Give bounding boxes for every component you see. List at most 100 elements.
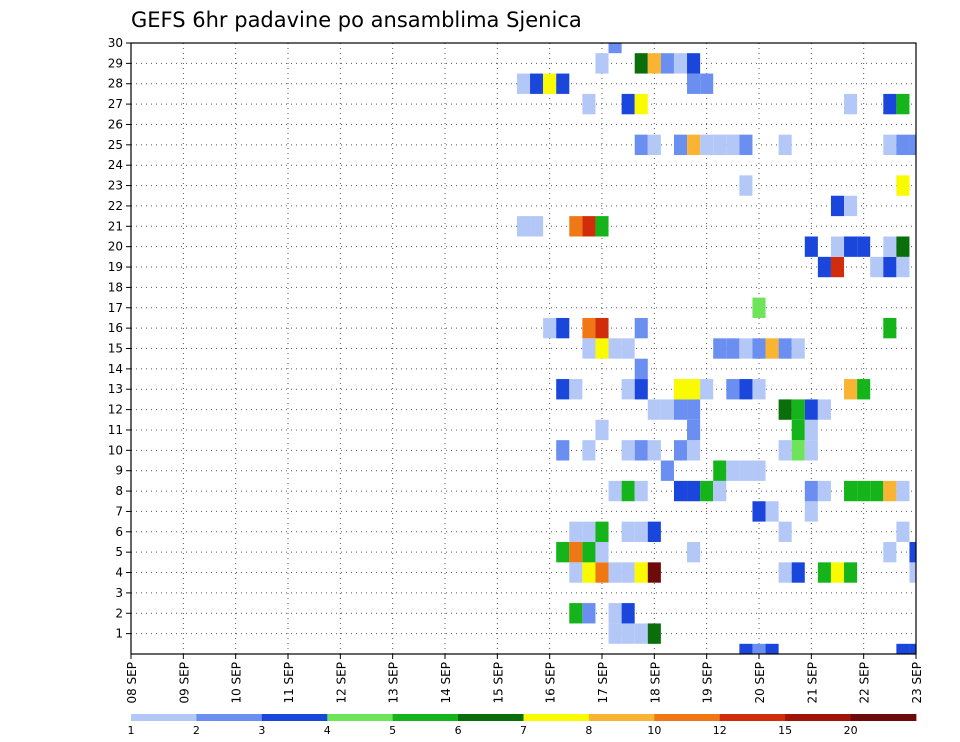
- heatmap-cell: [530, 73, 544, 94]
- heatmap-cell: [752, 643, 766, 654]
- heatmap-cell: [726, 134, 740, 156]
- heatmap-cell: [791, 338, 805, 359]
- heatmap-cell: [909, 643, 916, 654]
- heatmap-cell: [569, 216, 583, 237]
- y-tick-label: 3: [115, 586, 123, 600]
- x-tick-label: 12 SEP: [334, 662, 348, 704]
- x-tick-label: 23 SEP: [910, 662, 924, 704]
- colorbar-swatch: [392, 714, 459, 721]
- heatmap-cell: [791, 440, 805, 461]
- heatmap-cell: [857, 379, 871, 400]
- colorbar-swatch: [785, 714, 851, 721]
- y-tick-label: 24: [108, 158, 123, 172]
- heatmap-cell: [844, 379, 858, 400]
- heatmap-cell: [556, 541, 570, 563]
- heatmap-cell: [687, 399, 701, 420]
- heatmap-cell: [726, 338, 740, 359]
- colorbar-label: 7: [520, 724, 527, 737]
- heatmap-cell: [909, 134, 916, 156]
- y-tick-label: 20: [108, 240, 123, 254]
- heatmap-cell: [817, 562, 831, 583]
- heatmap-cell: [844, 236, 858, 257]
- heatmap-cell: [621, 562, 635, 583]
- heatmap-cell: [621, 603, 635, 624]
- heatmap-cell: [896, 175, 910, 196]
- heatmap-cell: [687, 134, 701, 156]
- heatmap-cell: [582, 541, 596, 563]
- heatmap-cell: [634, 358, 648, 380]
- heatmap-cell: [556, 317, 570, 339]
- heatmap-cell: [660, 53, 674, 74]
- heatmap-cell: [673, 379, 688, 400]
- heatmap-cell: [752, 379, 766, 400]
- heatmap-cell: [883, 93, 897, 115]
- heatmap-cell: [516, 73, 531, 94]
- heatmap-cell: [844, 93, 858, 115]
- colorbar-swatch: [458, 714, 524, 721]
- y-tick-label: 22: [108, 199, 123, 213]
- colorbar: 1 2 3 4 5 6 7 8 10 12 15 20: [128, 714, 917, 737]
- y-tick-label: 13: [108, 382, 123, 396]
- y-tick-label: 23: [108, 179, 123, 193]
- x-tick-label: 13 SEP: [387, 662, 401, 704]
- grid-lines: [131, 43, 916, 654]
- heatmap-cell: [857, 236, 871, 257]
- heatmap-cell: [569, 541, 583, 563]
- colorbar-swatch: [196, 714, 263, 721]
- heatmap-cell: [830, 562, 845, 583]
- heatmap-cell: [634, 379, 648, 400]
- heatmap-cell: [700, 379, 714, 400]
- colorbar-label: 2: [193, 724, 200, 737]
- y-tick-label: 28: [108, 77, 123, 91]
- y-tick-label: 8: [115, 484, 123, 498]
- heatmap-cell: [857, 480, 871, 502]
- colorbar-label: 5: [389, 724, 396, 737]
- heatmap-cell: [595, 419, 609, 441]
- heatmap-cell: [634, 134, 648, 156]
- y-tick-label: 10: [108, 443, 123, 457]
- x-tick-label: 11 SEP: [282, 662, 296, 704]
- heatmap-cell: [700, 134, 714, 156]
- colorbar-swatch: [131, 714, 197, 721]
- heatmap-cell: [595, 53, 609, 74]
- heatmap-cell: [752, 338, 766, 359]
- heatmap-cell: [817, 256, 831, 278]
- heatmap-cell: [660, 460, 674, 481]
- x-tick-label: 15 SEP: [491, 662, 505, 704]
- heatmap-cell: [791, 419, 805, 441]
- heatmap-cell: [726, 379, 740, 400]
- colorbar-label: 4: [324, 724, 331, 737]
- heatmap-cell: [647, 53, 661, 74]
- heatmap-cell: [582, 93, 596, 115]
- heatmap-cell: [896, 480, 910, 502]
- y-tick-label: 9: [115, 464, 123, 478]
- heatmap-cell: [739, 460, 753, 481]
- y-tick-label: 17: [108, 301, 123, 315]
- heatmap-cell: [687, 541, 701, 563]
- y-tick-label: 12: [108, 403, 123, 417]
- colorbar-swatch: [327, 714, 394, 721]
- heatmap-cell: [687, 379, 701, 400]
- heatmap-cell: [883, 256, 897, 278]
- x-tick-label: 08 SEP: [125, 662, 139, 704]
- heatmap-cell: [778, 521, 792, 542]
- heatmap-cell: [634, 521, 648, 542]
- heatmap-cell: [870, 256, 884, 278]
- heatmap-cell: [621, 521, 635, 542]
- heatmap-cell: [687, 53, 701, 74]
- heatmap-cell: [660, 399, 674, 420]
- x-tick-label: 19 SEP: [701, 662, 715, 704]
- colorbar-swatch: [588, 714, 655, 721]
- heatmap-cell: [673, 399, 688, 420]
- heatmap-cell: [830, 256, 845, 278]
- y-tick-label: 4: [115, 566, 123, 580]
- heatmap-cell: [621, 379, 635, 400]
- y-tick-label: 21: [108, 219, 123, 233]
- heatmap-cell: [713, 134, 727, 156]
- heatmap-cell: [582, 317, 596, 339]
- heatmap-cell: [647, 440, 661, 461]
- colorbar-label: 8: [585, 724, 592, 737]
- heatmap-cell: [778, 134, 792, 156]
- heatmap-cell: [621, 440, 635, 461]
- heatmap-cell: [752, 297, 766, 318]
